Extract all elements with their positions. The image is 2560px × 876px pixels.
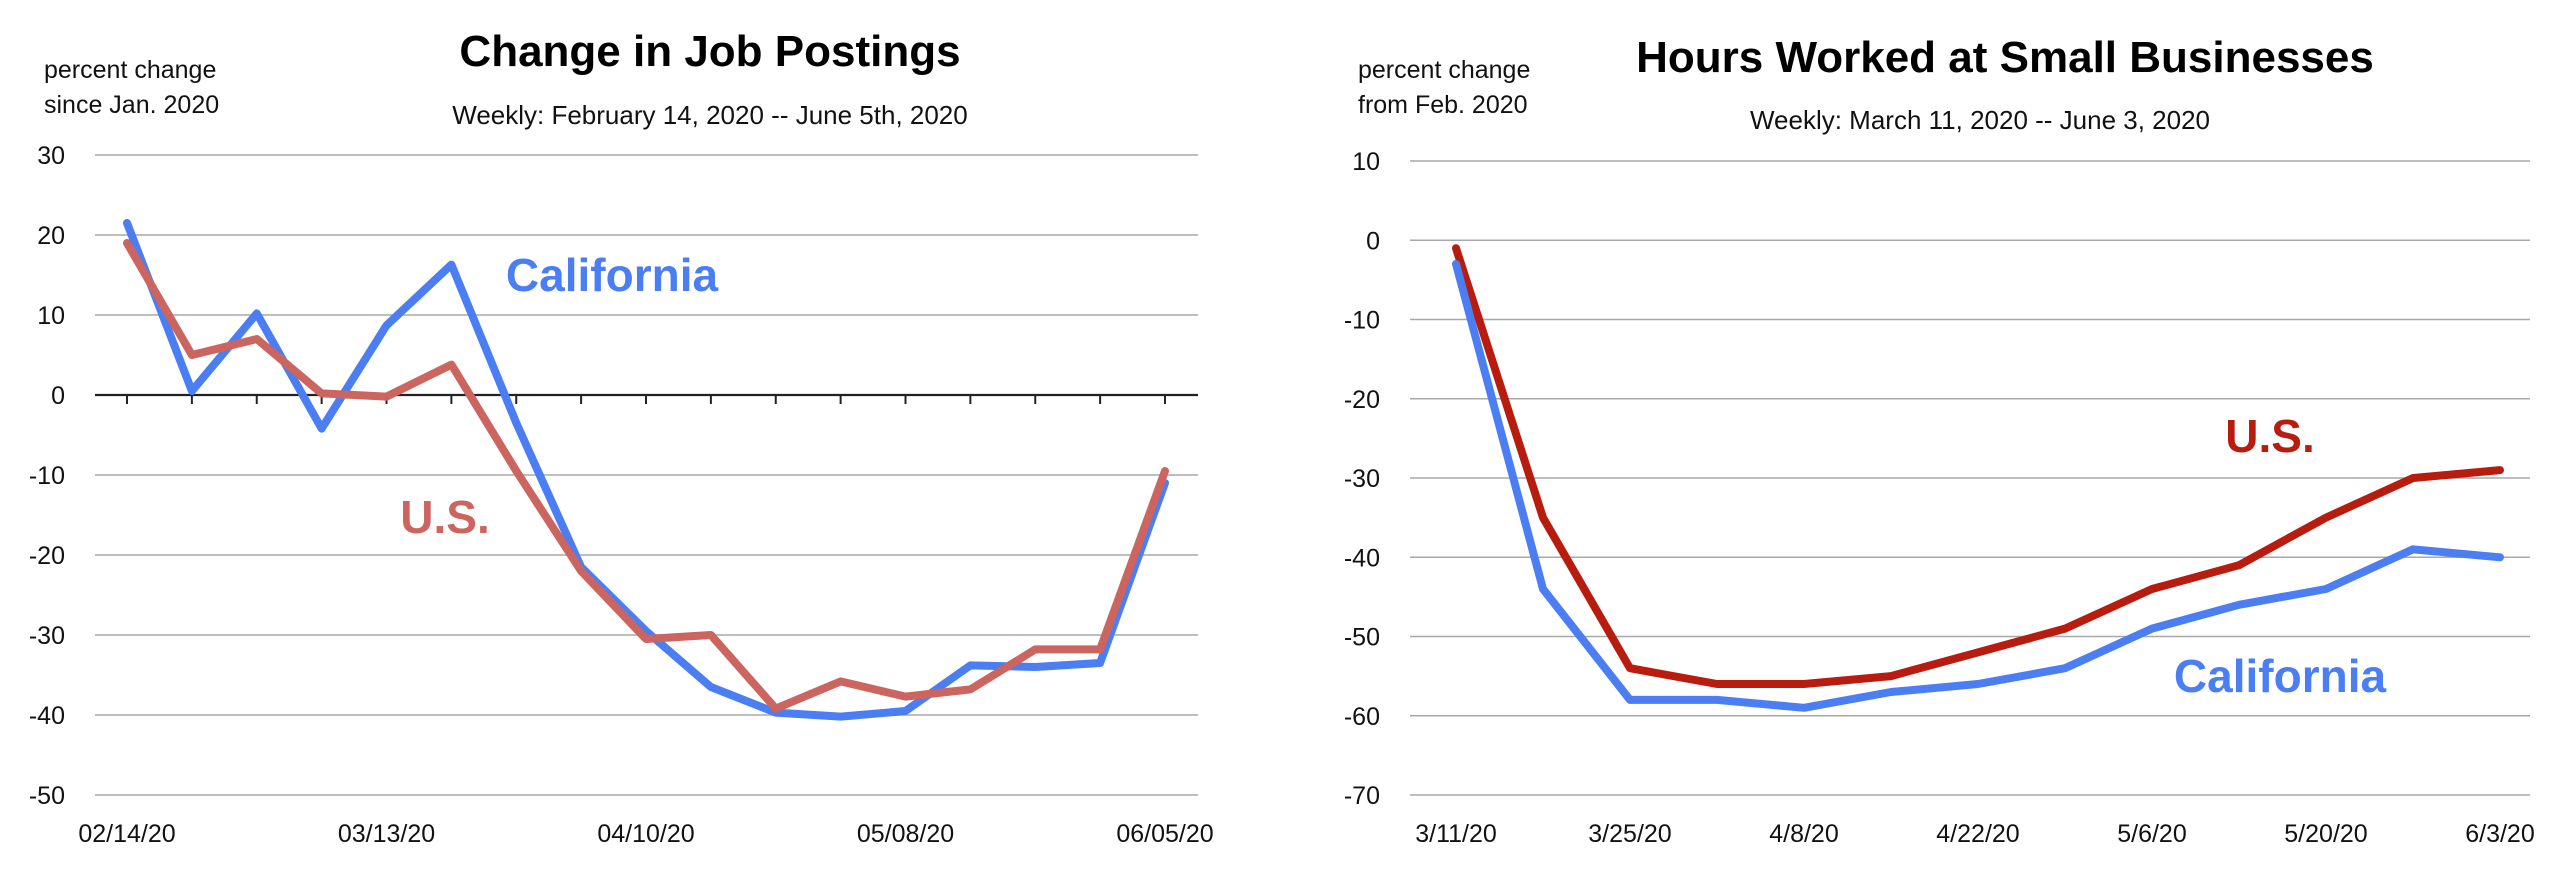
chart1-ytick-label: -20 bbox=[29, 542, 65, 570]
chart2-label-us: U.S. bbox=[2225, 410, 2314, 462]
chart2-ytick-label: -50 bbox=[1344, 624, 1380, 652]
chart2-line-california bbox=[1452, 260, 2504, 712]
chart2-xtick-label: 6/3/20 bbox=[2465, 820, 2535, 848]
chart1-xtick-label: 05/08/20 bbox=[857, 820, 954, 848]
chart1-xtick-label: 06/05/20 bbox=[1116, 820, 1213, 848]
chart1-ytick-label: 20 bbox=[37, 222, 65, 250]
chart1-xtick-label: 04/10/20 bbox=[597, 820, 694, 848]
chart1-ytick-label: -40 bbox=[29, 702, 65, 730]
chart1-ytick-label: -10 bbox=[29, 462, 65, 490]
chart1-xtick-label: 03/13/20 bbox=[338, 820, 435, 848]
chart2-ytick-label: -60 bbox=[1344, 703, 1380, 731]
chart2-line-u-s bbox=[1452, 244, 2504, 688]
chart2-ytick-label: 10 bbox=[1352, 148, 1380, 176]
chart2-xtick-label: 4/22/20 bbox=[1936, 820, 2019, 848]
chart1-ytick-label: 0 bbox=[51, 382, 65, 410]
chart2-subtitle: Weekly: March 11, 2020 -- June 3, 2020 bbox=[1750, 105, 2210, 135]
chart2-ytick-label: -40 bbox=[1344, 544, 1380, 572]
chart2-xtick-label: 3/25/20 bbox=[1588, 820, 1671, 848]
chart1-ylabel-line2: since Jan. 2020 bbox=[44, 91, 219, 119]
chart2-label-california: California bbox=[2174, 650, 2387, 702]
chart1-line-california bbox=[123, 219, 1169, 721]
chart2-xtick-label: 5/6/20 bbox=[2117, 820, 2187, 848]
chart2-ytick-label: -20 bbox=[1344, 386, 1380, 414]
chart2-ylabel-line1: percent change bbox=[1358, 56, 1530, 84]
chart2-xtick-label: 5/20/20 bbox=[2284, 820, 2367, 848]
chart2-ytick-label: -10 bbox=[1344, 307, 1380, 335]
chart1-label-california: California bbox=[506, 249, 719, 301]
chart1-label-us: U.S. bbox=[400, 491, 489, 543]
chart1-ytick-label: 30 bbox=[37, 142, 65, 170]
chart2-ytick-label: -70 bbox=[1344, 782, 1380, 810]
chart2-title: Hours Worked at Small Businesses bbox=[1636, 33, 2374, 82]
chart1-subtitle: Weekly: February 14, 2020 -- June 5th, 2… bbox=[452, 100, 967, 130]
chart1-title: Change in Job Postings bbox=[459, 27, 960, 76]
chart1-ytick-label: -50 bbox=[29, 782, 65, 810]
chart2-xtick-label: 3/11/20 bbox=[1415, 820, 1497, 848]
chart1-ylabel-line1: percent change bbox=[44, 56, 216, 84]
chart2-ylabel-line2: from Feb. 2020 bbox=[1358, 91, 1528, 119]
chart2-xtick-label: 4/8/20 bbox=[1769, 820, 1839, 848]
chart1-line-u-s bbox=[123, 239, 1169, 713]
chart2-ytick-label: -30 bbox=[1344, 465, 1380, 493]
chart2-ytick-label: 0 bbox=[1366, 227, 1380, 255]
chart1-ytick-label: 10 bbox=[37, 302, 65, 330]
chart1-xtick-label: 02/14/20 bbox=[78, 820, 175, 848]
chart1-ytick-label: -30 bbox=[29, 622, 65, 650]
